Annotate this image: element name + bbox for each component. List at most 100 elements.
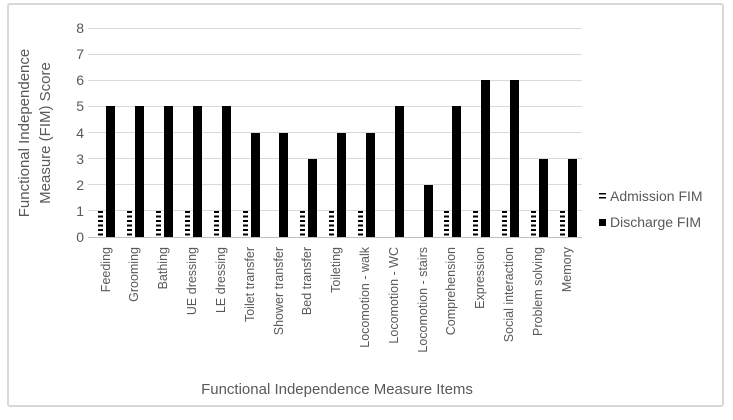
legend-item-admission: Admission FIM [599,188,703,204]
gridline [88,79,582,81]
category-label-cell: Feeding [92,247,121,377]
discharge-solid-swatch-icon [599,218,606,226]
bar-discharge [452,106,462,237]
category-label-cell: Memory [553,247,582,377]
legend-item-discharge: Discharge FIM [599,214,703,230]
category-slot [351,28,380,237]
chart-frame [7,3,724,407]
bar-discharge [164,106,174,237]
category-label: Locomotion - WC [386,247,401,344]
category-label-cell: Bathing [150,247,179,377]
category-label-cell: Social interaction [496,247,525,377]
category-slot [409,28,438,237]
legend-label-discharge: Discharge FIM [610,214,702,230]
category-label-cell: LE dressing [207,247,236,377]
bar-discharge [481,80,491,237]
category-slot [150,28,179,237]
gridline [88,132,582,133]
bar-discharge [135,106,145,237]
category-label-cell: Comprehension [438,247,467,377]
legend: Admission FIM Discharge FIM [599,188,703,230]
gridline [88,158,582,160]
bar-admission [299,210,306,237]
legend-label-admission: Admission FIM [610,188,703,204]
bar-discharge [106,106,116,237]
y-tick-label: 2 [76,176,84,193]
category-slot [265,28,294,237]
category-label: Locomotion - stairs [415,247,430,353]
category-slot [553,28,582,237]
category-slot [524,28,553,237]
bar-discharge [279,132,289,237]
category-label-cell: Locomotion - stairs [409,247,438,377]
x-axis-line [88,236,582,238]
y-tick-label: 5 [76,98,84,115]
category-label: Comprehension [444,247,459,336]
y-tick-label: 3 [76,150,84,167]
category-label: Social interaction [502,247,517,343]
bar-admission [530,210,537,237]
category-label-cell: Toileting [323,247,352,377]
bar-discharge [221,106,231,237]
category-label: Bathing [156,247,171,290]
y-tick-label: 1 [76,202,84,219]
category-label-cell: Locomotion - WC [380,247,409,377]
bar-discharge [250,132,260,237]
x-axis-category-labels: Feeding Grooming Bathing UE dressing LE dres… [92,247,582,377]
bar-discharge [567,158,577,237]
category-label: Expression [473,247,488,309]
bar-admission [184,210,191,237]
category-slot [438,28,467,237]
category-slot [178,28,207,237]
category-label: Toilet transfer [242,247,257,323]
category-label: Feeding [98,247,113,293]
category-label: LE dressing [213,247,228,314]
category-label-cell: Bed transfer [294,247,323,377]
bar-admission [443,210,450,237]
bar-discharge [308,158,318,237]
gridline [88,53,582,55]
bar-admission [213,210,220,237]
category-slot [467,28,496,237]
category-slot [323,28,352,237]
category-slot [496,28,525,237]
category-label: Toileting [329,247,344,293]
gridline [88,210,582,212]
category-label: UE dressing [185,247,200,316]
gridline [88,27,582,29]
category-slot [380,28,409,237]
category-label: Bed transfer [300,247,315,316]
category-slot [121,28,150,237]
category-slot [207,28,236,237]
category-label-cell: Expression [467,247,496,377]
bar-discharge [337,132,347,237]
bar-admission [155,210,162,237]
bar-admission [242,210,249,237]
y-tick-label: 7 [76,46,84,63]
bar-discharge [365,132,375,237]
bar-discharge [538,158,548,237]
category-slot [92,28,121,237]
category-slot [236,28,265,237]
y-axis-title-line1: Functional Independence [16,48,33,218]
y-tick-label: 0 [76,229,84,245]
bar-discharge [423,184,433,237]
category-label: Problem solving [530,247,545,336]
category-label: Locomotion - walk [357,247,372,348]
bar-admission [501,210,508,237]
bar-discharge [510,80,519,237]
category-slot [294,28,323,237]
bar-discharge [192,106,202,237]
bar-admission [357,210,364,237]
plot-area [92,28,582,237]
bar-admission [328,210,335,237]
bar-admission [97,210,104,237]
category-label-cell: Shower transfer [265,247,294,377]
y-tick-label: 4 [76,124,84,141]
category-label-cell: Problem solving [524,247,553,377]
admission-pattern-swatch-icon [599,192,606,200]
gridline [88,184,582,186]
y-tick-label: 8 [76,20,84,36]
bar-admission [472,210,479,237]
